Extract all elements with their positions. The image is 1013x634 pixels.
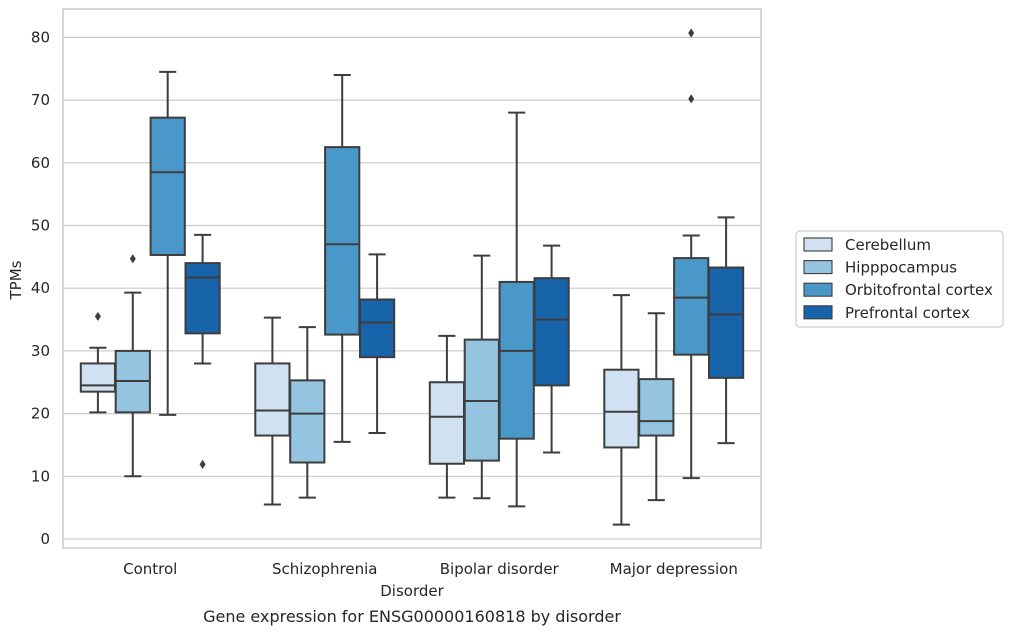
y-tick-label: 0 [40,530,50,548]
legend-swatch [803,237,833,252]
y-tick-label: 40 [31,279,50,297]
y-tick-label: 80 [31,28,50,46]
box [707,216,745,445]
outlier-point [94,311,101,322]
legend: Cerebellum Hipppocampus Orbitofrontal cort… [795,230,1004,328]
outlier-point [688,28,695,38]
x-tick-label: Major depression [610,560,738,578]
y-axis-label: TPMs [7,260,25,300]
box [79,311,117,414]
box [638,312,675,502]
legend-swatch [803,260,833,275]
legend-swatch [803,282,833,297]
chart-caption: Gene expression for ENSG00000160818 by d… [203,607,621,626]
box [149,70,186,416]
box [358,253,396,435]
y-tick-label: 20 [31,405,50,423]
x-axis-label: Disorder [380,582,444,600]
box-body [603,368,640,449]
y-tick-label: 30 [31,342,50,360]
box [324,74,361,443]
legend-label: Prefrontal cortex [845,304,970,322]
x-tick-label: Schizophrenia [272,560,377,578]
box [463,254,500,500]
box [498,111,535,508]
box-body [673,257,710,356]
box-series [79,28,745,526]
box-body [707,266,745,379]
x-tick-label: Bipolar disorder [440,560,560,578]
box [673,28,710,480]
x-axis-ticks: Control Schizophrenia Bipolar disorder Majo… [123,560,738,578]
box-body [149,116,186,256]
y-tick-label: 60 [31,154,50,172]
legend-label: Cerebellum [845,236,931,254]
box-body [254,362,291,437]
box [114,254,151,478]
box [289,326,326,499]
outlier-point [129,254,136,264]
outlier-point [688,94,695,104]
box-body [498,280,535,440]
legend-label: Hipppocampus [845,259,957,277]
legend-label: Orbitofrontal cortex [845,281,993,299]
y-axis-ticks: 0 10 20 30 40 50 60 70 80 [31,28,50,548]
box [428,334,466,499]
box-body [358,298,396,359]
outlier-point [199,459,206,470]
box-body [79,362,117,393]
box [533,244,570,454]
box-body [638,378,675,437]
box-body [428,381,466,465]
y-tick-label: 10 [31,467,50,485]
box-body [533,277,570,387]
legend-swatch [803,305,833,320]
plot-frame [62,8,762,549]
box-body [289,379,326,464]
box [603,294,640,526]
legend-frame [795,230,1004,328]
y-tick-label: 70 [31,91,50,109]
x-tick-label: Control [123,560,177,578]
box-body [184,262,221,335]
box [184,233,221,470]
y-tick-label: 50 [31,217,50,235]
box-body [324,146,361,336]
